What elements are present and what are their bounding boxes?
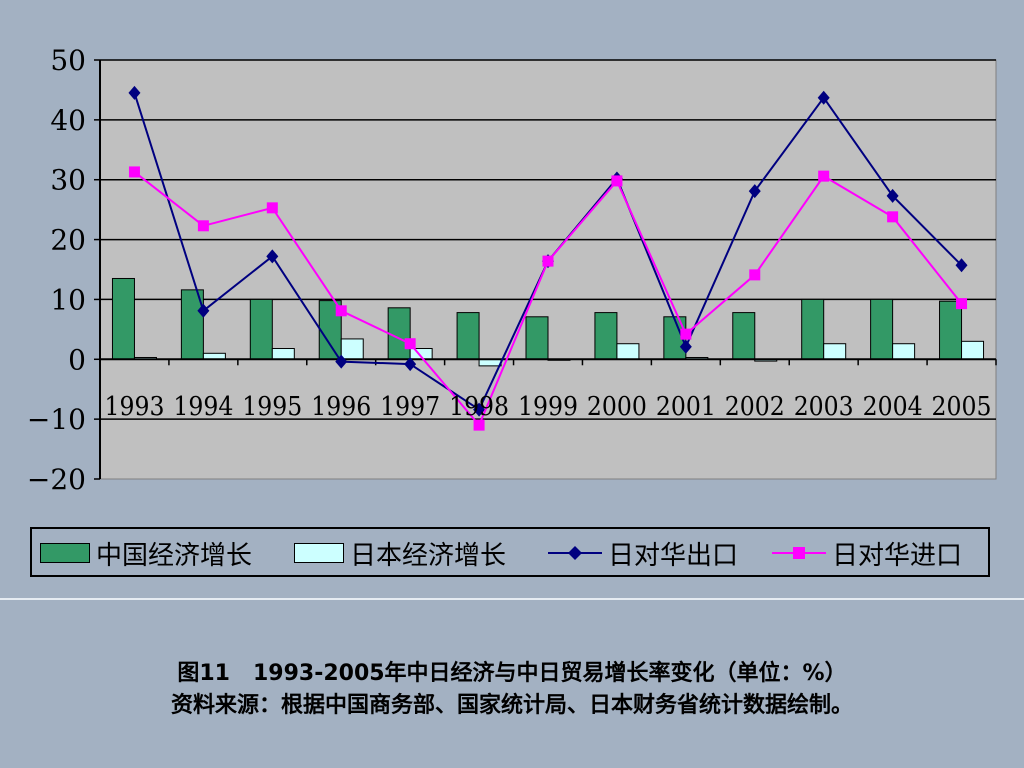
bar-0-2002 xyxy=(732,312,756,360)
point-2-2003 xyxy=(817,90,830,105)
y-tick-label-5: 0 xyxy=(68,343,86,376)
point-3-1996 xyxy=(335,305,347,317)
point-3-1994 xyxy=(197,220,209,232)
bar-1-2000 xyxy=(616,343,640,360)
x-tick-label-2003: 2003 xyxy=(794,392,854,422)
legend-swatch-3 xyxy=(772,547,826,559)
y-tick-label-1: 40 xyxy=(50,104,86,137)
point-3-1999 xyxy=(542,255,554,267)
bar-0-2000 xyxy=(594,312,618,360)
y-tick-label-7: −20 xyxy=(27,463,86,496)
source-note: 资料来源：根据中国商务部、国家统计局、日本财务省统计数据绘制。 xyxy=(170,693,853,718)
legend-item-series-0: 中国经济增长 xyxy=(40,537,253,571)
x-tick-label-1999: 1999 xyxy=(518,392,578,422)
point-2-2004 xyxy=(886,188,899,203)
point-2-1997 xyxy=(404,357,417,372)
legend-swatch-2 xyxy=(548,546,602,560)
legend-label-2: 日对华出口 xyxy=(608,540,739,571)
point-3-1998 xyxy=(473,419,485,431)
x-tick-label-2004: 2004 xyxy=(863,392,923,422)
point-3-2002 xyxy=(749,269,761,281)
point-3-1993 xyxy=(128,166,140,178)
bar-0-1993 xyxy=(111,277,135,360)
bar-1-2003 xyxy=(823,343,847,360)
bar-0-1998 xyxy=(456,312,480,360)
point-2-2001 xyxy=(679,339,692,354)
y-tick-label-4: 10 xyxy=(50,283,86,316)
chart: 1993 1994 1995 1996 1997 1998 1999 2000 2001 2002… xyxy=(27,44,997,496)
point-2-1995 xyxy=(266,249,279,264)
legend-swatch-0 xyxy=(40,543,90,563)
legend-item-series-1: 日本经济增长 xyxy=(294,537,507,571)
bar-0-1997 xyxy=(387,307,411,360)
legend-label-3: 日对华进口 xyxy=(832,540,963,571)
x-tick-label-1993: 1993 xyxy=(104,392,164,422)
y-tick-label-0: 50 xyxy=(50,44,86,77)
x-tick-label-2005: 2005 xyxy=(932,392,992,422)
bar-1-2004 xyxy=(892,343,916,360)
x-tick-label-1997: 1997 xyxy=(380,392,440,422)
point-2-1994 xyxy=(197,303,210,318)
x-tick-label-1998: 1998 xyxy=(449,392,509,422)
y-tick-label-3: 20 xyxy=(50,224,86,257)
point-3-2001 xyxy=(680,328,692,340)
point-2-1996 xyxy=(335,354,348,369)
x-tick-label-1994: 1994 xyxy=(173,392,233,422)
caption-panel: 图11 1993-2005年中日经济与中日贸易增长率变化（单位：%） 资料来源：… xyxy=(0,598,1024,768)
figure-caption: 图11 1993-2005年中日经济与中日贸易增长率变化（单位：%） xyxy=(177,661,847,686)
y-tick-label-6: −10 xyxy=(27,403,86,436)
bar-0-1999 xyxy=(525,316,549,360)
bar-0-1995 xyxy=(249,298,273,360)
point-3-2004 xyxy=(887,211,899,223)
point-3-2000 xyxy=(611,175,623,187)
x-tick-label-1996: 1996 xyxy=(311,392,371,422)
point-2-2002 xyxy=(748,184,761,199)
point-3-2003 xyxy=(818,170,830,182)
x-tick-label-2000: 2000 xyxy=(587,392,647,422)
legend-item-series-3: 日对华进口 xyxy=(772,537,963,571)
legend-swatch-1 xyxy=(294,543,344,563)
x-tick-label-1995: 1995 xyxy=(242,392,302,422)
legend-item-series-2: 日对华出口 xyxy=(548,537,739,571)
bar-1-2005 xyxy=(961,340,985,360)
legend-label-1: 日本经济增长 xyxy=(350,540,507,571)
x-tick-label-2001: 2001 xyxy=(656,392,716,422)
point-3-2005 xyxy=(956,298,968,310)
point-3-1995 xyxy=(266,202,278,214)
point-2-2005 xyxy=(955,258,968,273)
point-2-1993 xyxy=(128,85,141,100)
legend: 中国经济增长 日本经济增长 日对华出口 日对华进口 xyxy=(30,527,990,577)
x-tick-label-2002: 2002 xyxy=(725,392,785,422)
point-3-1997 xyxy=(404,338,416,350)
y-tick-label-2: 30 xyxy=(50,164,86,197)
bar-1-1996 xyxy=(340,338,364,360)
legend-label-0: 中国经济增长 xyxy=(96,540,253,571)
point-2-1998 xyxy=(473,402,486,417)
bar-0-2005 xyxy=(939,300,963,360)
bar-0-2003 xyxy=(801,298,825,360)
bar-0-2004 xyxy=(870,298,894,360)
bar-1-1995 xyxy=(271,348,295,360)
